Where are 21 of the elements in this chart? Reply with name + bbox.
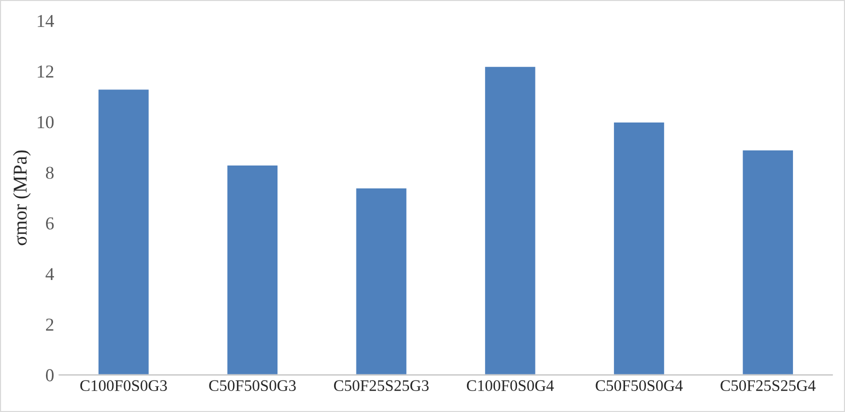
y-tick-label: 0 bbox=[46, 369, 54, 382]
x-tick-label: C100F0S0G4 bbox=[466, 380, 554, 392]
bar bbox=[226, 164, 279, 375]
x-tick-label: C50F25S25G4 bbox=[720, 380, 816, 392]
y-tick-label: 6 bbox=[46, 217, 54, 230]
y-tick-label: 4 bbox=[46, 268, 54, 280]
y-tick-label: 2 bbox=[46, 318, 54, 331]
x-tick-label: C50F50S0G3 bbox=[209, 380, 296, 392]
x-tick-label: C50F50S0G4 bbox=[596, 380, 683, 392]
x-tick-label: C50F25S25G3 bbox=[334, 380, 429, 392]
y-tick-label: 12 bbox=[38, 66, 54, 78]
y-axis-title: σmor (MPa) bbox=[13, 150, 31, 246]
y-tick-label: 10 bbox=[38, 116, 54, 128]
y-tick-label: 8 bbox=[46, 166, 54, 179]
bar bbox=[97, 88, 150, 375]
y-tick-label: 14 bbox=[38, 14, 54, 27]
x-tick-label: C100F0S0G3 bbox=[80, 380, 167, 392]
bar bbox=[354, 186, 408, 375]
bar bbox=[484, 65, 537, 375]
bar bbox=[741, 148, 794, 375]
bar bbox=[612, 121, 666, 375]
